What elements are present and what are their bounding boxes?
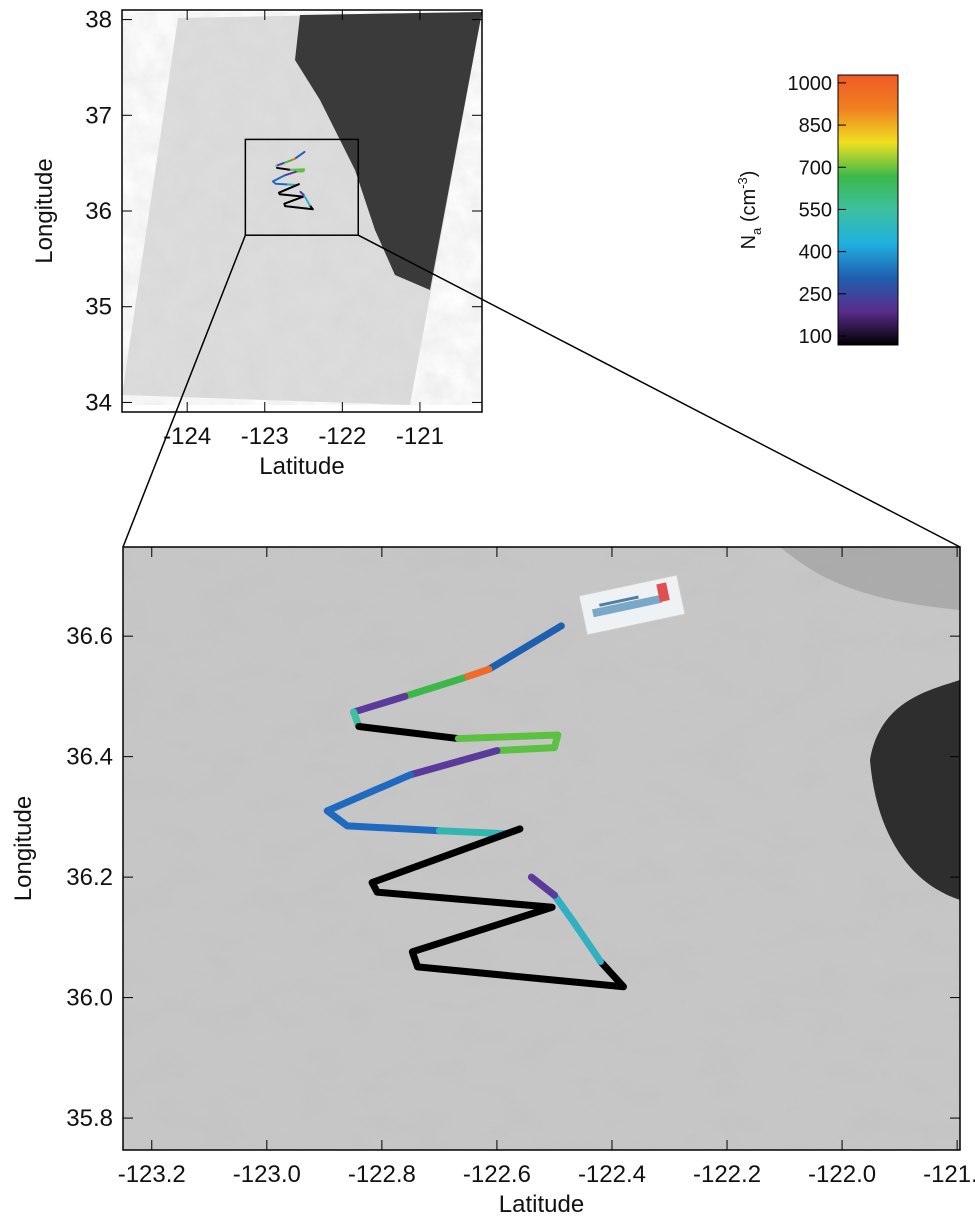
x-tick-label: -122.0 bbox=[808, 1161, 876, 1188]
y-axis-label: Longitude bbox=[10, 796, 37, 901]
x-tick-label: -123.0 bbox=[233, 1161, 301, 1188]
y-tick-label: 37 bbox=[85, 102, 112, 129]
y-tick-label: 36.6 bbox=[66, 623, 113, 650]
colorbar-tick-label: 250 bbox=[799, 284, 832, 306]
label: N bbox=[738, 235, 760, 249]
colorbar-tick-label: 550 bbox=[799, 199, 832, 221]
label-sup: -3 bbox=[735, 177, 750, 189]
y-tick-label: 36.4 bbox=[66, 744, 113, 771]
colorbar-label: Na (cm-3) bbox=[735, 171, 764, 250]
x-axis-label: Latitude bbox=[499, 1191, 584, 1218]
label-unit: (cm bbox=[738, 189, 760, 228]
colorbar-tick-label: 400 bbox=[799, 242, 832, 264]
colorbar-tick-label: 100 bbox=[799, 326, 832, 348]
x-tick-label: -123.2 bbox=[118, 1161, 186, 1188]
flight-track bbox=[439, 831, 506, 834]
x-tick-label: -121.8 bbox=[923, 1161, 975, 1188]
y-tick-label: 34 bbox=[85, 389, 112, 416]
x-tick-label: -122 bbox=[318, 423, 366, 450]
y-tick-label: 35.8 bbox=[66, 1105, 113, 1132]
label-end: ) bbox=[738, 171, 760, 178]
y-tick-label: 36.2 bbox=[66, 864, 113, 891]
colorbar bbox=[838, 75, 898, 345]
x-tick-label: -123 bbox=[241, 423, 289, 450]
x-tick-label: -121 bbox=[396, 423, 444, 450]
x-tick-label: -122.8 bbox=[348, 1161, 416, 1188]
colorbar-tick-label: 850 bbox=[799, 115, 832, 137]
y-tick-label: 35 bbox=[85, 294, 112, 321]
colorbar-tick-label: 700 bbox=[799, 157, 832, 179]
y-tick-label: 36.0 bbox=[66, 985, 113, 1012]
y-axis-label: Longitude bbox=[31, 158, 58, 263]
colorbar-tick-label: 1000 bbox=[788, 73, 833, 95]
y-tick-label: 38 bbox=[85, 7, 112, 34]
x-tick-label: -122.6 bbox=[463, 1161, 531, 1188]
x-tick-label: -122.2 bbox=[693, 1161, 761, 1188]
y-tick-label: 36 bbox=[85, 198, 112, 225]
x-axis-label: Latitude bbox=[259, 453, 344, 480]
x-tick-label: -122.4 bbox=[578, 1161, 646, 1188]
